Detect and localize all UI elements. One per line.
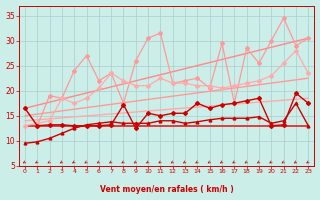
X-axis label: Vent moyen/en rafales ( km/h ): Vent moyen/en rafales ( km/h ) [100, 185, 234, 194]
